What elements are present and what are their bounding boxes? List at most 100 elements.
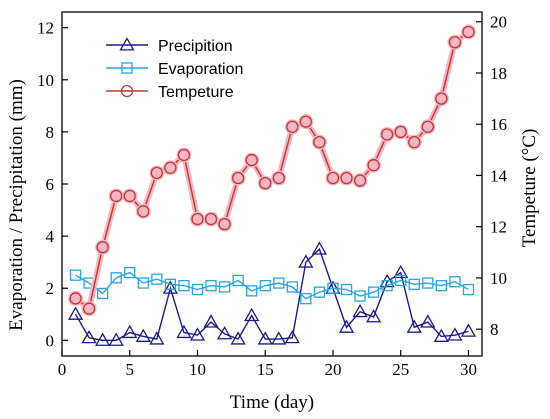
data-point xyxy=(448,36,462,49)
data-point xyxy=(326,171,340,185)
series-line xyxy=(74,247,469,342)
data-point xyxy=(137,205,150,218)
data-point xyxy=(449,276,461,288)
y-right-tick-label: 14 xyxy=(490,166,508,185)
data-point xyxy=(435,279,448,292)
y-left-tick-label: 4 xyxy=(46,227,55,246)
data-point xyxy=(435,92,448,105)
data-point xyxy=(108,332,124,346)
data-point xyxy=(191,283,204,296)
data-point xyxy=(460,323,477,337)
data-point xyxy=(137,277,149,289)
data-point xyxy=(311,241,328,255)
data-point xyxy=(151,273,163,285)
data-point xyxy=(162,280,179,294)
series-precipition xyxy=(67,241,477,346)
legend-label: Tempeture xyxy=(158,84,234,101)
data-point xyxy=(286,120,299,133)
series-tempeture xyxy=(68,24,476,317)
legend-item: Tempeture xyxy=(106,84,234,101)
legend-marker xyxy=(121,62,133,74)
data-point xyxy=(123,189,136,203)
data-point xyxy=(273,277,285,289)
y-left-tick-label: 0 xyxy=(46,331,55,350)
y-right-tick-label: 8 xyxy=(490,320,499,339)
data-point xyxy=(135,328,151,342)
data-point xyxy=(67,306,84,320)
data-point xyxy=(381,279,393,292)
data-point xyxy=(82,302,96,315)
data-point xyxy=(394,125,407,139)
y-left-tick-label: 6 xyxy=(46,175,55,194)
legend-label: Precipition xyxy=(158,38,233,55)
data-point xyxy=(164,161,177,174)
data-point xyxy=(259,176,272,190)
data-point xyxy=(178,279,190,292)
data-point xyxy=(286,281,298,293)
x-tick-label: 10 xyxy=(189,360,206,379)
data-point xyxy=(231,171,245,185)
x-axis-label: Time (day) xyxy=(230,392,314,413)
legend: Precipition Evaporation Tempeture xyxy=(106,37,243,101)
data-point xyxy=(421,120,434,133)
data-point xyxy=(406,319,422,333)
data-point xyxy=(352,303,368,318)
data-point xyxy=(191,212,204,226)
data-point xyxy=(164,278,177,290)
series-evaporation xyxy=(69,266,475,305)
y-axis-left-label: Evaporation / Precipitation (mm) xyxy=(6,79,27,331)
data-point xyxy=(110,189,123,203)
data-point xyxy=(340,283,353,296)
legend-item: Precipition xyxy=(106,37,233,55)
x-tick-label: 25 xyxy=(392,360,409,379)
data-point xyxy=(122,324,138,339)
data-point xyxy=(204,212,218,226)
data-point xyxy=(150,166,163,180)
legend-item: Evaporation xyxy=(106,61,243,78)
data-point xyxy=(232,274,244,287)
data-point xyxy=(96,241,109,254)
data-point xyxy=(313,135,326,149)
data-point xyxy=(189,327,206,341)
y-right-tick-label: 12 xyxy=(490,218,507,237)
data-point xyxy=(230,331,246,345)
data-point xyxy=(327,282,339,294)
y-right-tick-label: 10 xyxy=(490,269,507,288)
legend-marker xyxy=(119,37,135,51)
legend-marker xyxy=(120,84,134,98)
data-point xyxy=(300,293,312,305)
data-point xyxy=(462,25,475,39)
data-point xyxy=(393,264,409,279)
x-tick-label: 5 xyxy=(125,360,134,379)
data-point xyxy=(338,319,355,333)
data-point xyxy=(298,254,314,268)
data-point xyxy=(203,314,219,328)
x-tick-label: 30 xyxy=(460,360,477,379)
data-point xyxy=(299,115,313,128)
data-point xyxy=(340,171,353,185)
data-point xyxy=(246,285,258,297)
data-point xyxy=(422,277,434,289)
data-point xyxy=(271,331,287,345)
data-point xyxy=(149,331,165,345)
data-point xyxy=(395,274,407,287)
data-point xyxy=(284,329,300,344)
y-right-tick-label: 16 xyxy=(490,115,507,134)
data-point xyxy=(367,286,380,298)
y-right-tick-label: 18 xyxy=(490,64,507,83)
data-point xyxy=(353,174,367,187)
series-line xyxy=(75,271,469,300)
data-point xyxy=(96,287,109,300)
data-point xyxy=(218,281,231,293)
data-point xyxy=(354,290,366,302)
data-point xyxy=(408,135,421,149)
data-point xyxy=(176,324,192,339)
y-left-tick-label: 2 xyxy=(46,279,55,298)
data-point xyxy=(257,331,273,345)
data-point xyxy=(216,326,233,340)
data-point xyxy=(365,309,382,323)
data-point xyxy=(177,148,191,162)
data-point xyxy=(381,128,394,141)
data-point xyxy=(433,328,449,342)
